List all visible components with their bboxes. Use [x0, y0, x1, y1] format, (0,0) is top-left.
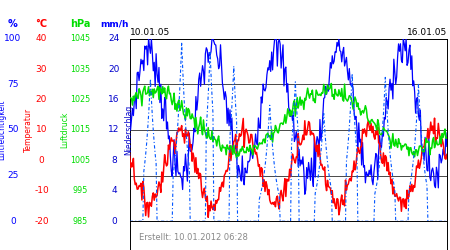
Text: -20: -20 — [34, 217, 49, 226]
Text: 10.01.05: 10.01.05 — [130, 28, 170, 37]
Text: 4: 4 — [111, 186, 117, 195]
Text: Temperatur: Temperatur — [24, 108, 33, 152]
Text: 20: 20 — [108, 65, 120, 74]
Text: 1015: 1015 — [70, 126, 90, 134]
Text: Niederschlag: Niederschlag — [124, 105, 133, 155]
Text: 50: 50 — [7, 126, 19, 134]
Text: 0: 0 — [111, 217, 117, 226]
Text: Luftfeuchtigkeit: Luftfeuchtigkeit — [0, 100, 6, 160]
Text: %: % — [8, 19, 18, 29]
Text: 20: 20 — [36, 95, 47, 104]
Text: 12: 12 — [108, 126, 120, 134]
Text: 1025: 1025 — [70, 95, 90, 104]
Text: 40: 40 — [36, 34, 47, 43]
Text: 75: 75 — [7, 80, 19, 89]
Text: -10: -10 — [34, 186, 49, 195]
Text: Luftdruck: Luftdruck — [60, 112, 69, 148]
Text: 0: 0 — [10, 217, 16, 226]
Text: 1005: 1005 — [70, 156, 90, 165]
Text: 24: 24 — [108, 34, 120, 43]
Text: 1035: 1035 — [70, 65, 90, 74]
Text: 10: 10 — [36, 126, 47, 134]
Text: Erstellt: 10.01.2012 06:28: Erstellt: 10.01.2012 06:28 — [139, 232, 248, 241]
Text: 16.01.05: 16.01.05 — [407, 28, 447, 37]
Text: mm/h: mm/h — [100, 20, 128, 28]
Text: 995: 995 — [72, 186, 88, 195]
Text: 0: 0 — [39, 156, 45, 165]
Text: °C: °C — [36, 19, 48, 29]
Text: 30: 30 — [36, 65, 47, 74]
Text: 100: 100 — [4, 34, 22, 43]
Text: 16: 16 — [108, 95, 120, 104]
Text: 8: 8 — [111, 156, 117, 165]
Text: 25: 25 — [7, 171, 18, 180]
Text: 1045: 1045 — [70, 34, 90, 43]
Text: 985: 985 — [73, 217, 88, 226]
Text: hPa: hPa — [70, 19, 90, 29]
